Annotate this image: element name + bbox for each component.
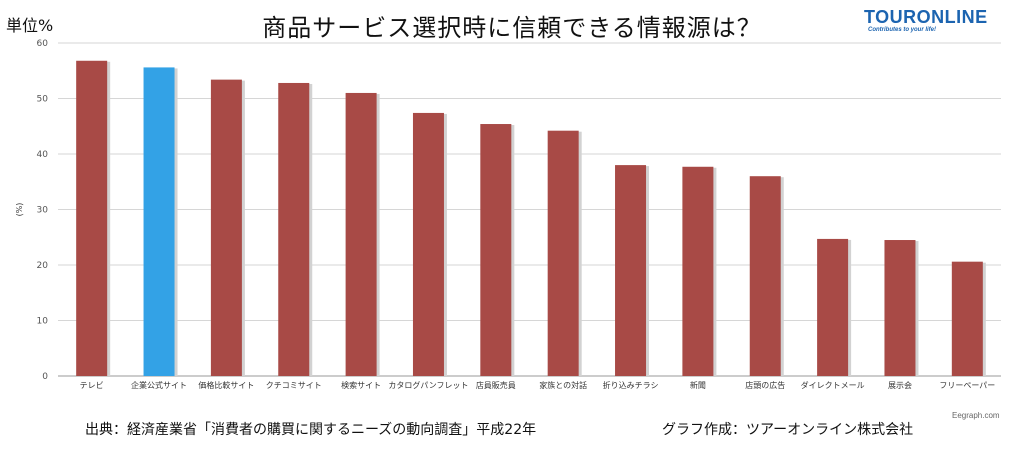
x-tick-label: 価格比較サイト bbox=[198, 380, 254, 390]
y-tick-label: 30 bbox=[37, 206, 49, 216]
x-tick-label: 店頭の広告 bbox=[745, 380, 785, 390]
x-tick-label: 新聞 bbox=[690, 380, 706, 390]
grid-layer bbox=[58, 42, 1001, 377]
y-tick-label: 20 bbox=[37, 261, 49, 271]
bar bbox=[615, 165, 647, 376]
x-tick-label: カタログパンフレット bbox=[388, 380, 468, 390]
y-tick-label: 50 bbox=[37, 95, 49, 105]
bar bbox=[817, 238, 849, 376]
logo-name: TOURONLINE bbox=[864, 7, 988, 27]
y-tick-label: 60 bbox=[37, 39, 49, 49]
y-axis-label: (%) bbox=[15, 203, 24, 217]
y-tick-label: 0 bbox=[42, 372, 48, 382]
site-credit: Eegraph.com bbox=[952, 411, 1000, 420]
logo-tagline: Contributes to your life! bbox=[868, 27, 936, 33]
label-layer: 0 10 20 30 40 50 60 (%) テレビ 企業公式サイト 価格比較サイト クチコミサイト… bbox=[15, 39, 995, 390]
bar bbox=[884, 240, 916, 376]
y-tick-label: 40 bbox=[37, 150, 49, 160]
bar bbox=[278, 82, 310, 377]
bar bbox=[76, 60, 108, 376]
bar-chart: 0 10 20 30 40 50 60 (%) テレビ 企業公式サイト 価格比較サイト クチコミサイト… bbox=[15, 39, 1001, 390]
bar-layer bbox=[76, 60, 986, 377]
bar bbox=[682, 166, 714, 376]
bar bbox=[547, 130, 579, 376]
bar bbox=[749, 176, 781, 376]
bar bbox=[143, 67, 175, 377]
x-tick-label: 展示会 bbox=[888, 380, 912, 390]
x-tick-label: フリーペーパー bbox=[939, 381, 995, 390]
bar bbox=[951, 261, 983, 376]
x-tick-label: ダイレクトメール bbox=[801, 380, 865, 390]
x-tick-label: 家族との対話 bbox=[539, 380, 587, 390]
x-tick-label: クチコミサイト bbox=[266, 381, 322, 390]
bar bbox=[210, 79, 242, 376]
x-tick-label: 折り込みチラシ bbox=[603, 380, 659, 390]
touronline-logo: TOURONLINE Contributes to your life! bbox=[864, 8, 1014, 34]
x-tick-label: 店員販売員 bbox=[476, 380, 516, 390]
bar bbox=[345, 92, 377, 376]
y-tick-label: 10 bbox=[37, 317, 49, 327]
unit-label: 単位% bbox=[6, 16, 54, 35]
x-tick-label: 企業公式サイト bbox=[131, 380, 187, 390]
source-citation: 出典：経済産業省「消費者の購買に関するニーズの動向調査」平成22年 bbox=[85, 422, 537, 438]
x-tick-label: テレビ bbox=[80, 381, 104, 390]
bar bbox=[412, 112, 444, 377]
chart-title: 商品サービス選択時に信頼できる情報源は？ bbox=[262, 14, 762, 42]
x-tick-label: 検索サイト bbox=[341, 380, 381, 390]
bar bbox=[480, 124, 512, 376]
graph-maker: グラフ作成：ツアーオンライン株式会社 bbox=[662, 422, 914, 438]
